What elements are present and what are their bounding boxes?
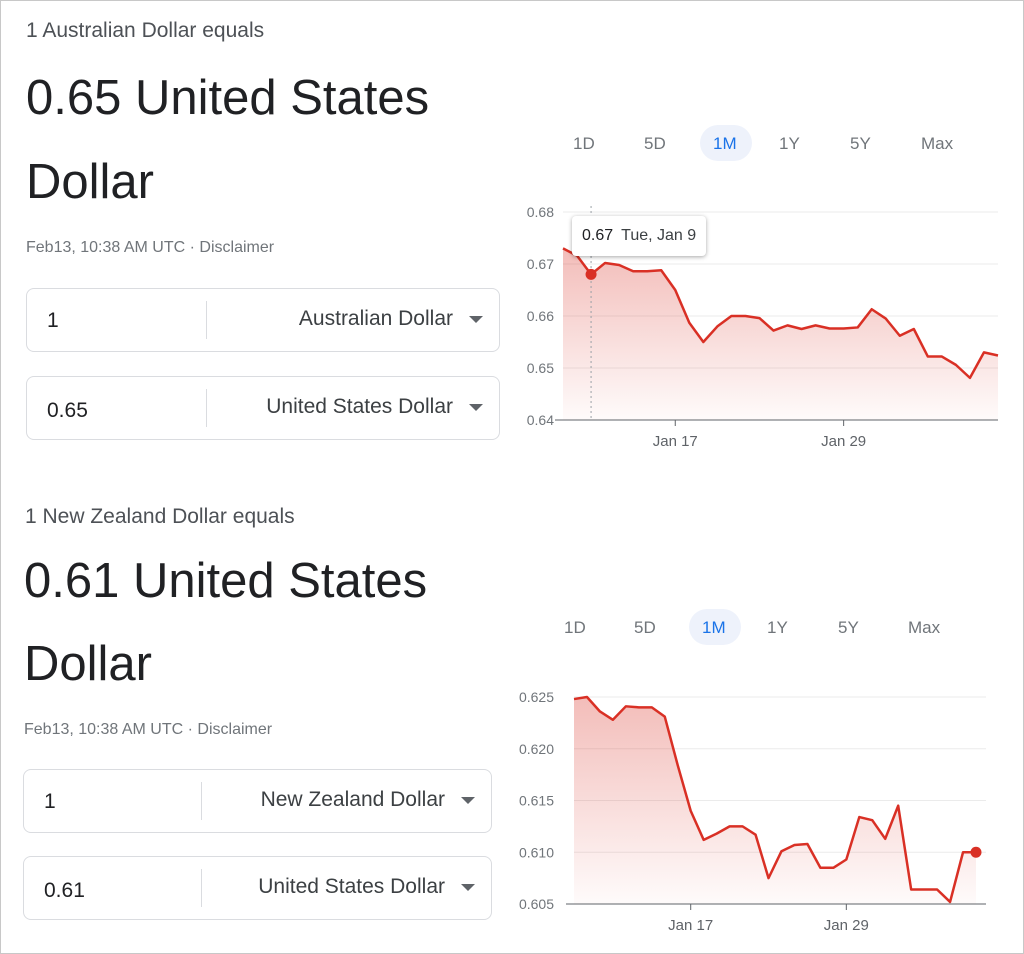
dropdown-arrow-icon[interactable]	[469, 316, 483, 323]
range-tab[interactable]: 1Y	[767, 618, 788, 637]
range-tab[interactable]: Max	[921, 134, 954, 153]
chart-tooltip: 0.67 Tue, Jan 9	[572, 216, 707, 256]
series-line	[562, 247, 999, 380]
separator: ·	[185, 239, 200, 256]
y-tick-label: 0.625	[519, 689, 554, 705]
to-currency-select[interactable]: United States Dollar	[266, 395, 453, 418]
timestamp: Feb13, 10:38 AM UTC	[24, 721, 184, 738]
aud-panel: 1 Australian Dollar equals 0.65 United S…	[1, 1, 1023, 477]
active-range-pill	[700, 125, 752, 161]
timestamp-line: Feb13, 10:38 AM UTC · Disclaimer	[26, 239, 274, 257]
divider	[201, 869, 202, 907]
range-tab[interactable]: 5Y	[850, 134, 871, 153]
separator: ·	[183, 721, 198, 738]
result-line2: Dollar	[26, 155, 154, 209]
tooltip-value: 0.67	[582, 227, 614, 244]
aud-exchange-rate-chart[interactable]: 0.68 0.67 0.66 0.65 0.64 Jan 17 Jan 29	[511, 196, 1011, 466]
y-tick-label: 0.65	[527, 360, 554, 376]
range-tab[interactable]: 5D	[634, 618, 656, 637]
from-amount-input[interactable]: 1	[47, 309, 59, 332]
result-line1: 0.61 United States	[24, 554, 428, 608]
y-tick-label: 0.610	[519, 844, 554, 860]
range-selector: 1D 5D 1M 1Y 5Y Max	[1, 609, 1023, 648]
range-tab[interactable]: 1D	[573, 134, 595, 153]
y-tick-label: 0.66	[527, 308, 554, 324]
result-line1: 0.65 United States	[26, 71, 430, 125]
range-tab[interactable]: Max	[908, 618, 941, 637]
range-tab[interactable]: 1Y	[779, 134, 800, 153]
y-tick-label: 0.68	[527, 204, 554, 220]
equals-text: 1 New Zealand Dollar equals	[25, 505, 295, 528]
dropdown-arrow-icon[interactable]	[469, 404, 483, 411]
dropdown-arrow-icon[interactable]	[461, 884, 475, 891]
area-fill	[574, 697, 976, 904]
to-currency-select[interactable]: United States Dollar	[258, 875, 445, 898]
equals-text: 1 Australian Dollar equals	[26, 19, 265, 42]
from-currency-select[interactable]: Australian Dollar	[298, 307, 453, 330]
to-amount-input[interactable]: 0.65	[47, 399, 88, 422]
y-tick-label: 0.67	[527, 256, 554, 272]
series-line	[573, 695, 976, 904]
to-amount-input[interactable]: 0.61	[44, 879, 85, 902]
disclaimer-link[interactable]: Disclaimer	[197, 721, 273, 738]
range-selector: 1D 5D 1M 1Y 5Y Max	[1, 125, 1023, 164]
range-tab-active[interactable]: 1M	[713, 134, 737, 153]
nzd-panel: 1 New Zealand Dollar equals 0.61 United …	[1, 477, 1023, 953]
active-range-pill	[689, 609, 741, 645]
y-tick-label: 0.64	[527, 412, 554, 428]
dropdown-arrow-icon[interactable]	[461, 797, 475, 804]
range-tab-active[interactable]: 1M	[702, 618, 726, 637]
from-currency-box: 1 New Zealand Dollar	[23, 769, 492, 833]
x-tick-label: Jan 17	[653, 433, 698, 450]
range-tab[interactable]: 1D	[564, 618, 586, 637]
x-tick-label: Jan 29	[821, 433, 866, 450]
y-tick-label: 0.605	[519, 896, 554, 912]
latest-point	[970, 846, 982, 858]
x-tick-label: Jan 17	[668, 917, 713, 934]
result-line2: Dollar	[24, 637, 152, 691]
divider	[206, 389, 207, 427]
x-tick-label: Jan 29	[824, 917, 869, 934]
divider	[206, 301, 207, 339]
range-tab[interactable]: 5D	[644, 134, 666, 153]
from-currency-select[interactable]: New Zealand Dollar	[260, 788, 445, 811]
y-tick-label: 0.615	[519, 793, 554, 809]
to-currency-box: 0.65 United States Dollar	[26, 376, 500, 440]
y-tick-label: 0.620	[519, 741, 554, 757]
from-amount-input[interactable]: 1	[44, 790, 56, 813]
disclaimer-link[interactable]: Disclaimer	[199, 239, 275, 256]
tooltip-date: Tue, Jan 9	[621, 227, 697, 244]
timestamp-line: Feb13, 10:38 AM UTC · Disclaimer	[24, 721, 272, 739]
to-currency-box: 0.61 United States Dollar	[23, 856, 492, 920]
from-currency-box: 1 Australian Dollar	[26, 288, 500, 352]
range-tab[interactable]: 5Y	[838, 618, 859, 637]
highlight-point	[585, 268, 597, 280]
nzd-exchange-rate-chart[interactable]: 0.625 0.620 0.615 0.610 0.605 Jan 17 Jan 29	[506, 682, 1006, 942]
area-fill	[563, 248, 998, 420]
divider	[201, 782, 202, 820]
timestamp: Feb13, 10:38 AM UTC	[26, 239, 186, 256]
